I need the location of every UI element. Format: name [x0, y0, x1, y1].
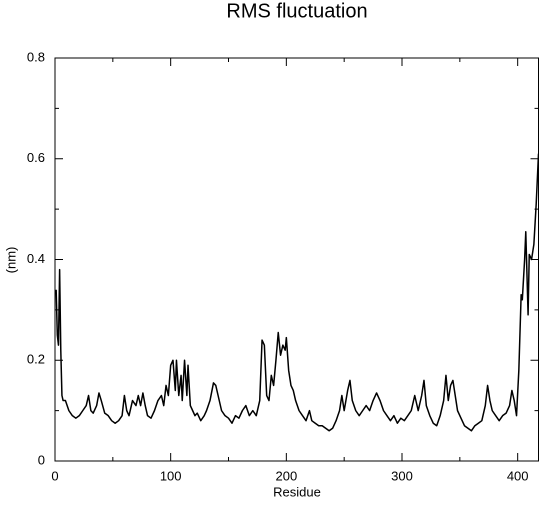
y-tick-label: 0.6	[27, 150, 45, 165]
x-axis-label: Residue	[273, 484, 321, 499]
x-tick-label: 300	[391, 468, 413, 483]
y-tick-label: 0.4	[27, 251, 45, 266]
x-tick-label: 400	[507, 468, 529, 483]
x-tick-label: 200	[275, 468, 297, 483]
x-tick-label: 100	[160, 468, 182, 483]
chart-title: RMS fluctuation	[226, 0, 367, 22]
x-tick-label: 0	[51, 468, 58, 483]
y-axis-label: (nm)	[3, 247, 18, 274]
y-tick-label: 0	[38, 452, 45, 467]
y-tick-label: 0.8	[27, 49, 45, 64]
y-tick-label: 0.2	[27, 352, 45, 367]
plot-frame	[54, 57, 539, 462]
data-line	[55, 153, 539, 432]
